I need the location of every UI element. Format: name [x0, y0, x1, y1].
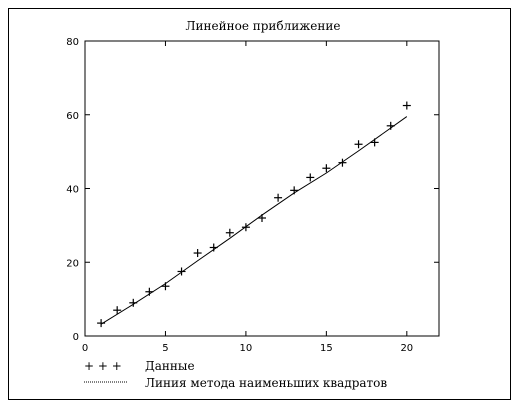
data-point-marker: [306, 173, 315, 182]
x-tick-label: 5: [162, 343, 168, 354]
y-tick-label: 60: [66, 111, 79, 122]
data-point-marker: [386, 121, 395, 130]
data-point-marker: [258, 214, 266, 222]
y-tick-label: 80: [66, 37, 79, 48]
legend-entry-data: Данные: [145, 359, 195, 373]
data-point-marker: [193, 249, 202, 258]
legend: + + + Данные Линия метода наименьших ква…: [84, 359, 387, 390]
plot-area: [84, 40, 440, 337]
data-point-marker: [370, 138, 379, 147]
data-point-marker: [354, 140, 363, 149]
fit-line-layer: [100, 116, 408, 325]
data-point-marker: [274, 193, 283, 202]
x-tick-label: 15: [320, 343, 333, 354]
data-point-marker: [209, 243, 218, 252]
data-point-marker: [241, 223, 250, 232]
data-point-marker: [402, 101, 411, 110]
data-point-marker: [177, 267, 186, 276]
data-point-marker: [97, 319, 106, 328]
legend-entry-fit-line: Линия метода наименьших квадратов: [145, 376, 387, 390]
y-tick-label: 20: [66, 258, 79, 269]
x-tick-label: 20: [400, 343, 413, 354]
data-point-marker: [322, 164, 331, 173]
data-point-marker: [113, 306, 122, 315]
chart-title: Линейное приближение: [185, 19, 340, 33]
legend-markers-symbol: + + +: [84, 359, 122, 373]
data-point-marker: [145, 287, 154, 296]
data-point-marker: [338, 158, 347, 167]
x-tick-label: 10: [240, 343, 253, 354]
figure-frame: [8, 8, 511, 400]
data-point-marker: [290, 186, 299, 195]
data-point-marker: [129, 298, 138, 307]
data-point-marker: [161, 282, 170, 291]
data-markers: [97, 101, 411, 328]
y-tick-label: 40: [66, 185, 79, 196]
least-squares-line: [100, 116, 408, 325]
x-tick-label: 0: [82, 343, 88, 354]
y-tick-label: 0: [73, 332, 79, 343]
data-point-marker: [225, 228, 234, 237]
axis-ticks: 0 5 10 15 20 0 20 40 60 80: [66, 37, 439, 354]
